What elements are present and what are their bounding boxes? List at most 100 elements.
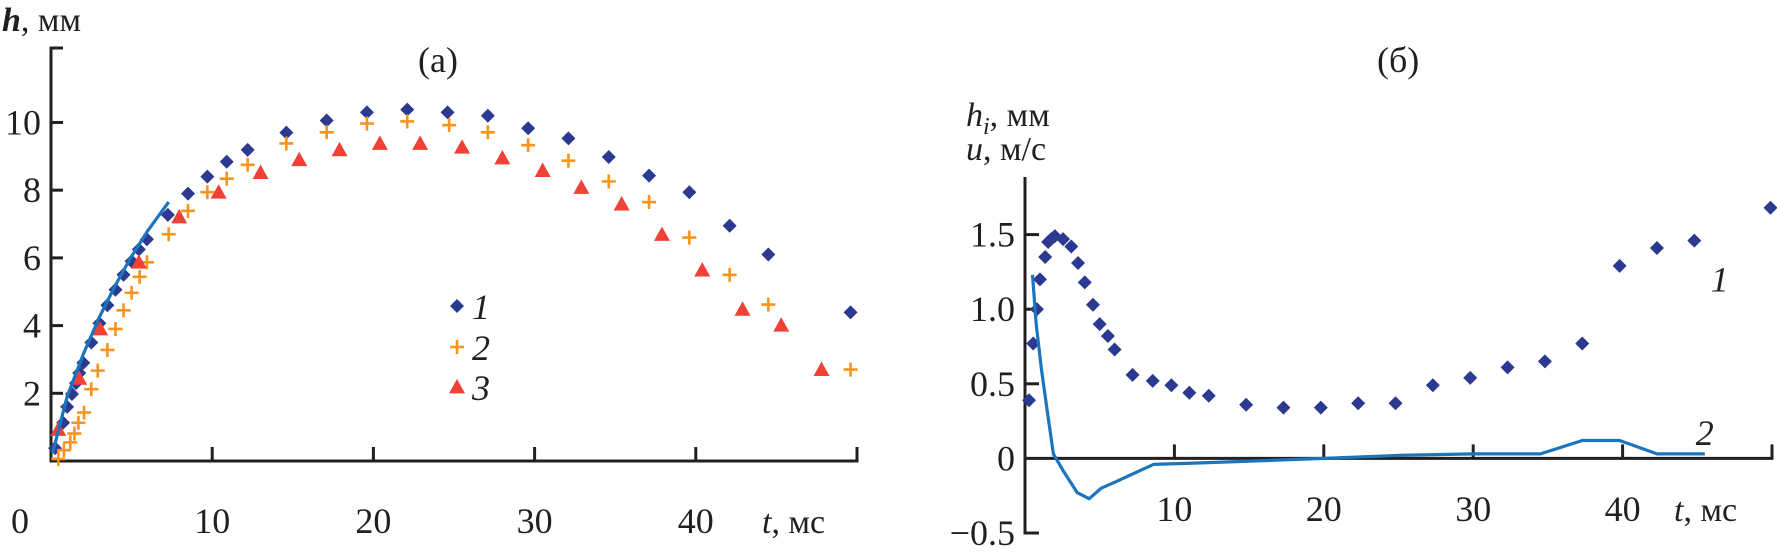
panel-b-series-1-point: [1064, 239, 1079, 254]
panel-a-series-1-point: [160, 207, 175, 222]
panel-b-series-label-2: 2: [1696, 413, 1714, 453]
panel-b-annotations: 12: [1696, 259, 1729, 453]
panel-a-legend-marker-2: [450, 340, 464, 354]
panel-b-series-1-point: [1537, 354, 1552, 369]
panel-b-series-1-point: [1100, 329, 1115, 344]
panel-a-y-tick-label: 6: [23, 238, 41, 278]
panel-a-series-1: [48, 102, 858, 456]
panel-b-series-1-point: [1085, 297, 1100, 312]
panel-a-series-3-point: [534, 162, 551, 177]
panel-a-legend: 123: [449, 287, 490, 408]
panel-b-x-tick-label: 10: [1156, 489, 1192, 529]
panel-a-series-3-point: [454, 139, 471, 154]
panel-a-legend-item-1: 1: [450, 287, 490, 327]
panel-a-series-2-point: [84, 382, 99, 397]
panel-a-series-2-point: [77, 405, 92, 420]
panel-a-series-3: [50, 135, 830, 436]
panel-b-series-1-point: [1182, 385, 1197, 400]
panel-a-series-1-point: [240, 142, 255, 157]
panel-a-legend-item-3: 3: [449, 368, 490, 408]
panel-a-series-1-point: [200, 169, 215, 184]
panel-b-series-1-point: [1145, 373, 1160, 388]
panel-a-y-axis-title: h, мм: [2, 2, 81, 39]
panel-b-series-1-point: [1313, 400, 1328, 415]
panel-a-series-3-point: [371, 135, 388, 150]
panel-a-series-1-point: [181, 186, 196, 201]
panel-b-series-1-point: [1388, 396, 1403, 411]
panel-a-series-3-point: [494, 150, 511, 165]
panel-a-series-2-point: [359, 116, 374, 131]
panel-a-series-fit-line: [51, 201, 170, 454]
panel-b-y-axis-title-line2: u, м/с: [966, 131, 1046, 168]
panel-b-series-1-point: [1164, 378, 1179, 393]
panel-b-series-1-point: [1351, 396, 1366, 411]
panel-a-series-1-point: [279, 125, 294, 140]
panel-a-series-2-point: [108, 321, 123, 336]
panel-b-series-1-point: [1032, 272, 1047, 287]
panel-a-series-1-point: [60, 399, 75, 414]
panel-b-y-tick-label: 0.5: [970, 364, 1015, 404]
panel-b-y-sub-i: i: [983, 114, 990, 140]
panel-a-series-2-point: [132, 269, 147, 284]
panel-a-legend-label-1: 1: [472, 287, 490, 327]
panel-b-x-unit: , мс: [1683, 492, 1737, 529]
panel-b-series-1-point: [1687, 233, 1702, 248]
panel-a-series-2-point: [71, 415, 86, 430]
panel-b-y-axis-line: [1023, 177, 1039, 535]
panel-a-series-2-point: [200, 185, 215, 200]
panel-b-y-unit-2: , м/с: [983, 131, 1046, 168]
panel-a-series-3-point: [412, 135, 429, 150]
panel-b-series-1-point: [1763, 200, 1777, 215]
panel-b-y-tick-label: 1.0: [970, 289, 1015, 329]
panel-a-series-1-point: [521, 121, 536, 136]
panel-b-y-var-h: h: [966, 97, 983, 134]
panel-b-y-tick-label: 1.5: [970, 215, 1015, 255]
panel-b-marks: [1022, 200, 1777, 501]
panel-a-series-2-point: [601, 174, 616, 189]
panel-a-series-2-point: [521, 138, 536, 153]
panel-b-series-1-point: [1038, 249, 1053, 264]
panel-b-series-1-point: [1575, 336, 1590, 351]
panel-a-series-2-point: [642, 195, 657, 210]
panel-a-series-2-point: [761, 297, 776, 312]
panel-a-series-1-point: [722, 218, 737, 233]
panel-a-series-1-point: [761, 247, 776, 262]
panel-a-tick-labels: 2 4 6 8 10 0 10 20 30 40: [5, 102, 714, 541]
panel-a-series-2-point: [90, 363, 105, 378]
panel-a-series-2-point: [843, 362, 858, 377]
panel-b-x-axis-title: t, мс: [1674, 492, 1737, 529]
panel-a-series-2: [51, 114, 858, 466]
panel-a-series-3-point: [210, 184, 227, 199]
panel-b-series-1-point: [1201, 388, 1216, 403]
panel-a-series-3-point: [92, 320, 109, 336]
panel-b-x-axis-line: [1025, 444, 1774, 460]
panel-a-series-3-point: [130, 254, 147, 269]
panel-a-series-2-point: [51, 451, 66, 466]
panel-a-series-2-point: [442, 118, 457, 133]
panel-b-series-1-point: [1463, 370, 1478, 385]
panel-b-series-1-point: [1056, 232, 1071, 247]
panel-a-x-tick-label: 0: [11, 501, 29, 541]
panel-a-series-1-point: [440, 105, 455, 120]
panel-a-y-tick-label: 4: [23, 306, 41, 346]
panel-a-series-2-point: [161, 227, 176, 242]
panel-b-series-1-point: [1092, 317, 1107, 332]
panel-a-series-2-point: [124, 285, 139, 300]
panel-a-series-2-point: [67, 426, 82, 441]
panel-a-legend-label-2: 2: [472, 328, 490, 368]
panel-a-series-3-point: [252, 164, 269, 179]
panel-a-series-2-point: [722, 267, 737, 282]
panel-b-x-var: t: [1674, 492, 1685, 529]
panel-a-y-tick-label: 8: [23, 170, 41, 210]
panel-a-series-1-point: [642, 168, 657, 183]
panel-a-series-1-point: [682, 185, 697, 200]
panel-a-series-3-point: [653, 226, 670, 241]
panel-a-series-2-point: [116, 303, 131, 318]
panel-a-axes: [49, 46, 859, 463]
panel-a-y-unit: , мм: [21, 2, 81, 39]
panel-a-series-1-point: [561, 131, 576, 146]
panel-a-series-3-point: [773, 317, 790, 332]
panel-b-x-tick-label: 20: [1306, 489, 1342, 529]
panel-a-marks: [48, 102, 858, 466]
